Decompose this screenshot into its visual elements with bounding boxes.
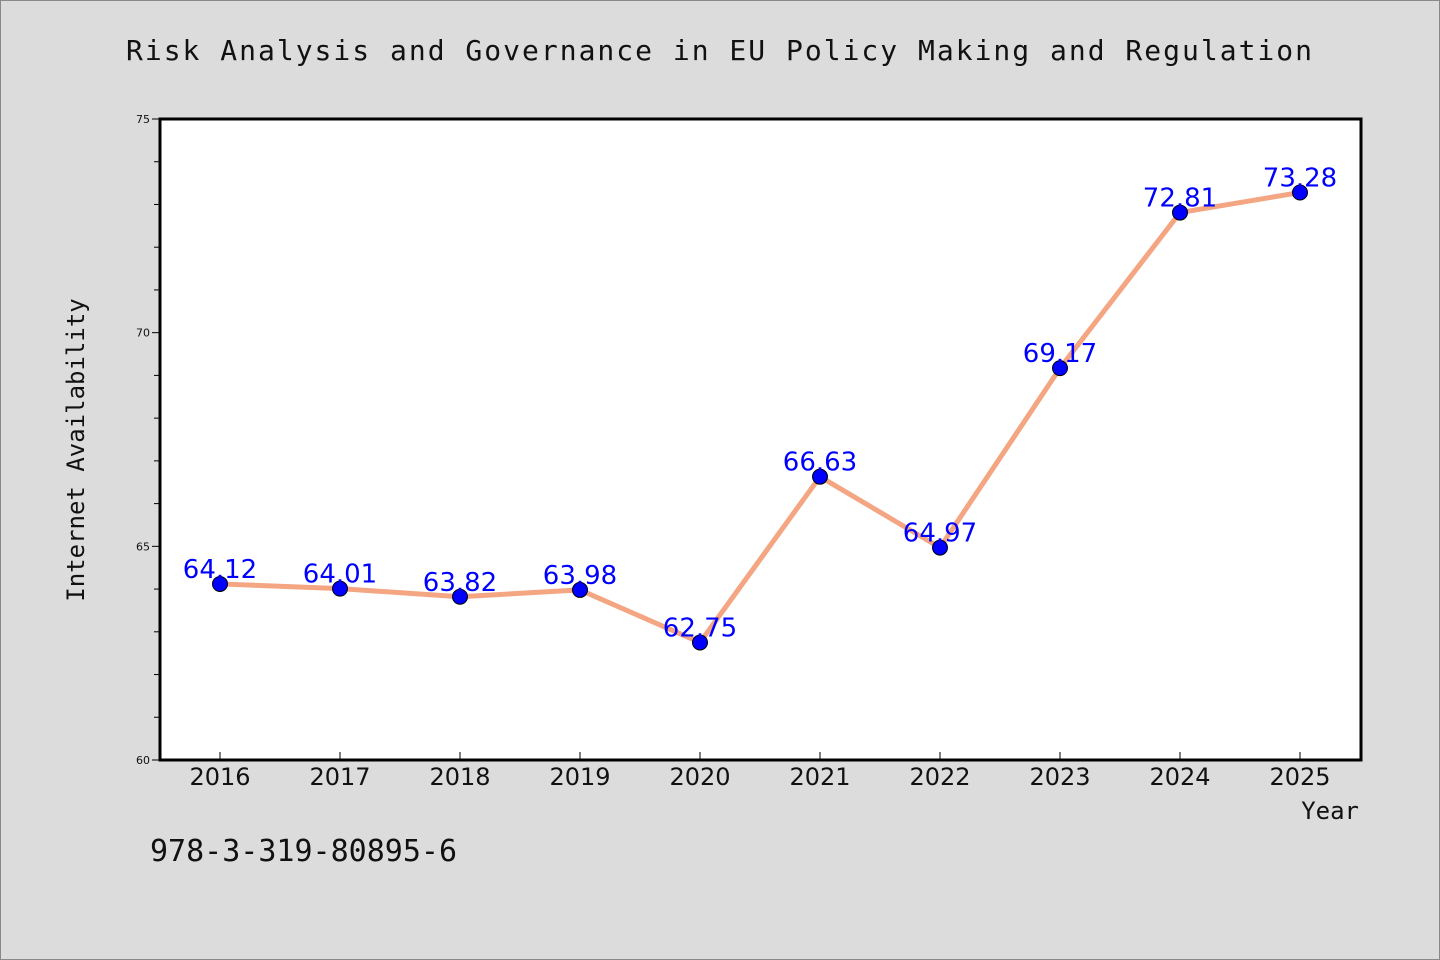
data-point (1052, 360, 1068, 377)
chart-title: Risk Analysis and Governance in EU Polic… (125, 34, 1315, 67)
data-label: 73.28 (1263, 164, 1337, 194)
isbn-text: 978-3-319-80895-6 (150, 834, 458, 869)
x-tick-label: 2024 (1149, 763, 1210, 791)
data-point (332, 580, 348, 597)
data-label: 64.97 (903, 519, 977, 549)
x-tick-label: 2018 (429, 763, 490, 791)
x-axis-label: Year (1301, 797, 1359, 825)
data-point (1292, 184, 1308, 201)
y-axis: 60 65 70 75 (136, 113, 160, 767)
x-tick-label: 2019 (549, 763, 610, 791)
data-label: 63.98 (543, 561, 617, 591)
x-tick-label: 2021 (789, 763, 850, 791)
plot-area (158, 117, 1363, 762)
x-tick-label: 2016 (189, 763, 250, 791)
data-point (692, 634, 708, 651)
x-tick-label: 2023 (1029, 763, 1090, 791)
data-label: 64.01 (303, 560, 377, 590)
y-tick-label: 70 (136, 327, 150, 340)
y-tick-label: 75 (136, 113, 150, 126)
y-tick-label: 65 (136, 540, 150, 553)
data-point (932, 539, 948, 556)
data-label: 64.12 (183, 555, 257, 585)
x-tick-label: 2017 (309, 763, 370, 791)
data-point (572, 581, 588, 598)
x-tick-label: 2020 (669, 763, 730, 791)
data-point (812, 468, 828, 485)
y-axis-label: Internet Availability (62, 298, 90, 601)
data-label: 63.82 (423, 568, 497, 598)
data-label: 72.81 (1143, 184, 1217, 214)
x-tick-label: 2022 (909, 763, 970, 791)
data-label: 62.75 (663, 613, 737, 643)
series-line (217, 190, 1303, 645)
x-tick-label: 2025 (1269, 763, 1330, 791)
data-point (452, 588, 468, 605)
data-labels: 64.12 64.01 63.82 63.98 62.75 66.63 64.97 69.17… (183, 164, 1337, 644)
data-label: 66.63 (783, 448, 857, 478)
y-tick-label: 60 (136, 754, 150, 767)
data-label: 69.17 (1023, 339, 1097, 369)
series-layer (212, 184, 1308, 651)
data-point (1172, 204, 1188, 221)
data-point (212, 575, 228, 592)
x-axis: 2016 2017 2018 2019 2020 2021 2022 2023 2024 2025 (189, 752, 1331, 791)
